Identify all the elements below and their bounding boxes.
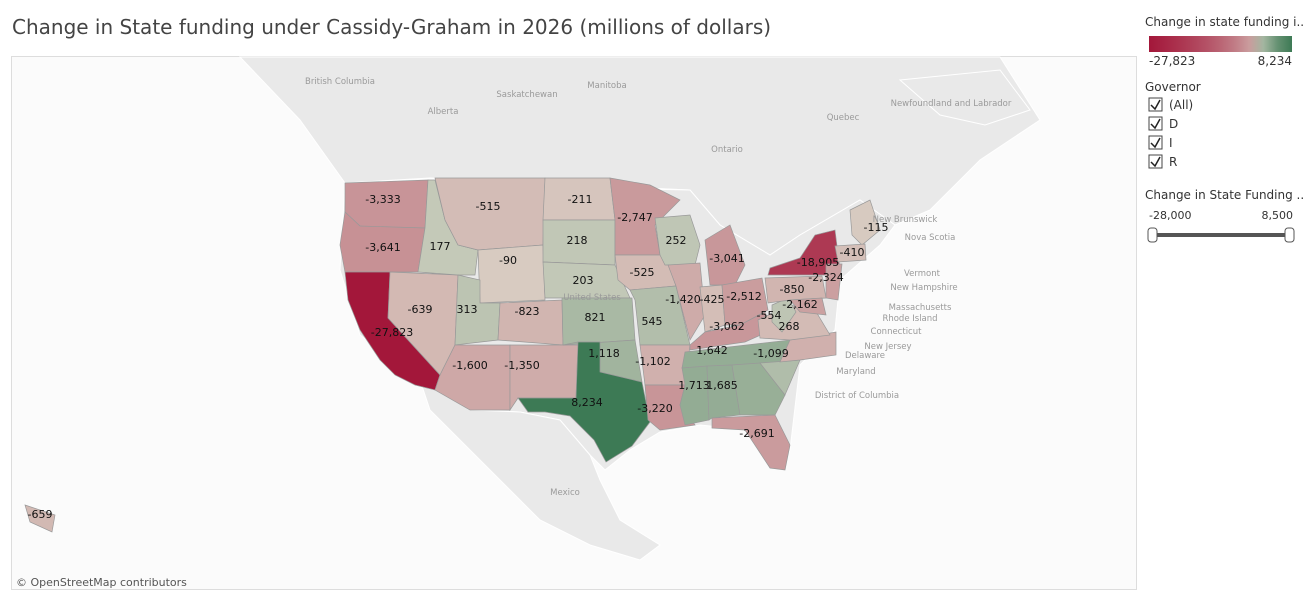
state-region[interactable] [24, 504, 56, 533]
basemap-label: United States [563, 293, 621, 303]
region-label: -525 [630, 266, 655, 279]
region-label: 313 [457, 303, 478, 316]
region-label: 268 [779, 320, 800, 333]
basemap-label: New Brunswick [873, 215, 938, 225]
range-title: Change in State Funding ... [1145, 188, 1305, 202]
filter-option[interactable]: R [1169, 155, 1177, 169]
region-label: -2,747 [617, 211, 652, 224]
region-label: 1,642 [696, 344, 728, 357]
region-label: -3,641 [365, 241, 400, 254]
basemap-label: Connecticut [871, 327, 923, 337]
checkmark [1150, 99, 1161, 111]
basemap-label: District of Columbia [815, 391, 899, 401]
region-label: -2,162 [782, 298, 817, 311]
legend-min: -27,823 [1149, 54, 1195, 68]
region-label: 821 [585, 311, 606, 324]
basemap-label: Maryland [836, 367, 875, 377]
basemap-label: Alberta [428, 107, 459, 117]
region-label: -1,600 [452, 359, 487, 372]
basemap-label: Quebec [827, 113, 860, 123]
region-label: 545 [642, 315, 663, 328]
state-region[interactable] [731, 362, 786, 416]
region-label: -211 [568, 193, 593, 206]
state-region[interactable] [704, 224, 746, 286]
filter-option[interactable]: D [1169, 117, 1178, 131]
region-label: 203 [573, 274, 594, 287]
state-region[interactable] [825, 263, 843, 301]
basemap-label: Vermont [904, 269, 941, 279]
region-label: -3,041 [709, 252, 744, 265]
title: Change in State funding under Cassidy-Gr… [12, 15, 771, 39]
region-label: -27,823 [371, 326, 413, 339]
range-track [1153, 233, 1289, 237]
region-label: -2,691 [739, 427, 774, 440]
range-handle[interactable] [1284, 227, 1295, 243]
region-label: -115 [864, 221, 889, 234]
region-label: -90 [499, 254, 517, 267]
region-label: 252 [666, 234, 687, 247]
state-region[interactable] [679, 365, 710, 426]
range-handle[interactable] [1147, 227, 1158, 243]
region-label: 1,713 [678, 379, 710, 392]
filter-option[interactable]: (All) [1169, 98, 1193, 112]
region-label: -1,350 [504, 359, 539, 372]
region-label: -425 [700, 293, 725, 306]
region-label: -18,905 [797, 256, 839, 269]
region-label: -1,099 [753, 347, 788, 360]
basemap-label: Saskatchewan [496, 90, 557, 100]
state-region[interactable] [849, 199, 881, 246]
basemap-label: Nova Scotia [905, 233, 956, 243]
region-label: -659 [28, 508, 53, 521]
basemap-label: Rhode Island [882, 314, 937, 324]
basemap-label: Massachusetts [889, 303, 952, 313]
basemap-label: New Jersey [864, 342, 911, 352]
region-label: -2,324 [808, 271, 843, 284]
region-label: -3,220 [637, 402, 672, 415]
region-label: -823 [515, 305, 540, 318]
basemap-label: Ontario [711, 145, 743, 155]
legend-title: Change in state funding i... [1145, 15, 1305, 29]
checkmark [1150, 156, 1161, 168]
range-min: -28,000 [1149, 209, 1191, 222]
region-label: -515 [476, 200, 501, 213]
state-region[interactable] [706, 364, 741, 421]
region-label: -3,333 [365, 193, 400, 206]
checkmark [1150, 137, 1161, 149]
attribution: © OpenStreetMap contributors [16, 576, 187, 589]
region-label: -1,102 [635, 355, 670, 368]
range-max: 8,500 [1262, 209, 1294, 222]
region-label: 8,234 [571, 396, 603, 409]
region-label: 177 [430, 240, 451, 253]
region-label: -639 [408, 303, 433, 316]
checkmark [1150, 118, 1161, 130]
region-label: -1,420 [665, 293, 700, 306]
state-region[interactable] [789, 297, 827, 316]
legend-max: 8,234 [1258, 54, 1292, 68]
basemap-label: Newfoundland and Labrador [891, 99, 1012, 109]
state-region[interactable] [517, 341, 651, 463]
region-label: -554 [757, 309, 782, 322]
region-label: -850 [780, 283, 805, 296]
region-label: 1,118 [588, 347, 620, 360]
region-label: -410 [840, 246, 865, 259]
region-label: -2,512 [726, 290, 761, 303]
region-label: 218 [567, 234, 588, 247]
state-region[interactable] [667, 262, 706, 341]
basemap-label: New Hampshire [890, 283, 957, 293]
state-region[interactable] [711, 414, 791, 471]
region-label: 1,685 [706, 379, 738, 392]
basemap-label: Delaware [845, 351, 885, 361]
filter-title: Governor [1145, 80, 1201, 94]
filter-option[interactable]: I [1169, 136, 1173, 150]
state-region[interactable] [834, 243, 867, 263]
basemap-label: Manitoba [587, 81, 626, 91]
basemap-label: Mexico [550, 488, 580, 498]
legend-ramp [1149, 36, 1292, 52]
basemap-label: British Columbia [305, 77, 375, 87]
region-label: -3,062 [709, 320, 744, 333]
state-region[interactable] [609, 177, 681, 256]
